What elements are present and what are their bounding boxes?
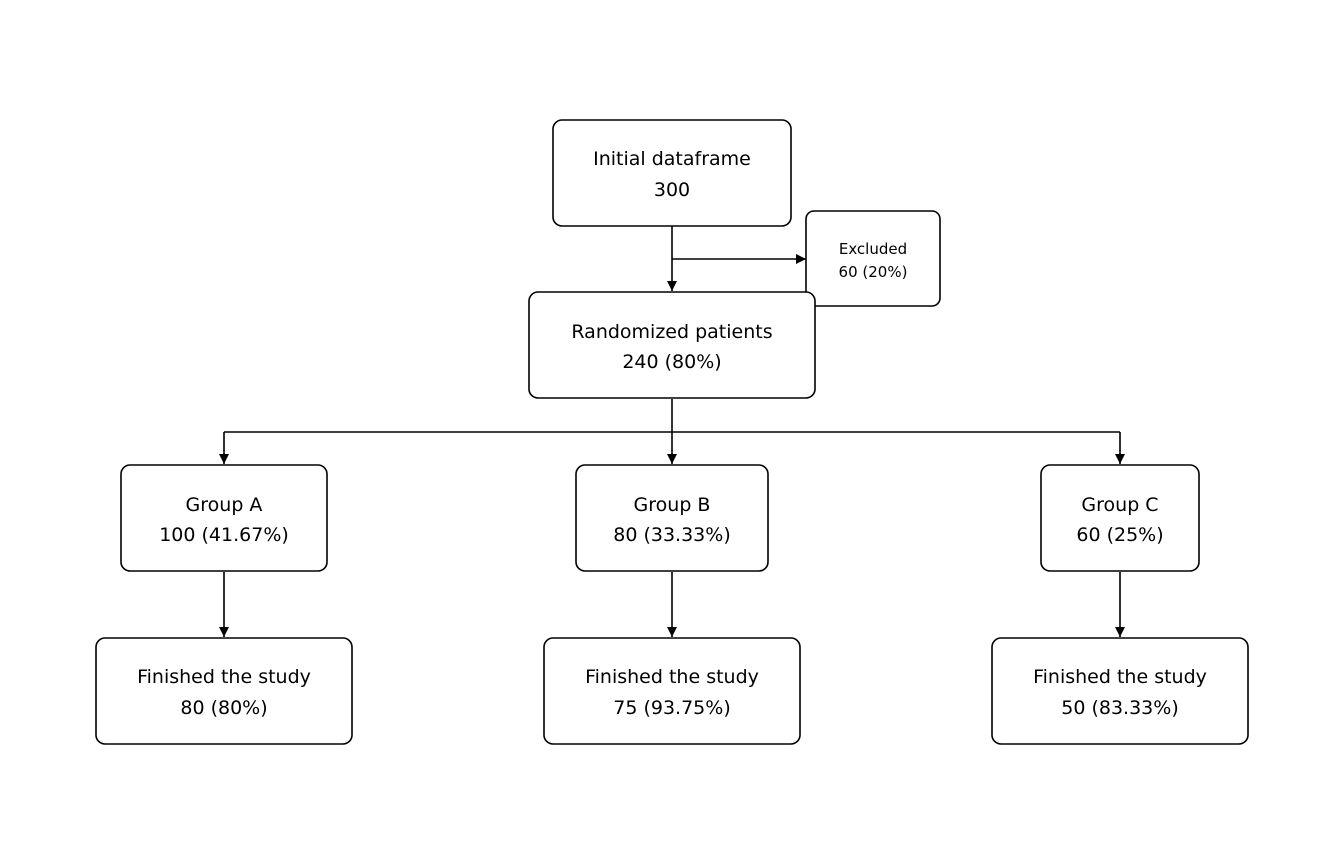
node-finished-b-value: 75 (93.75%)	[613, 697, 731, 719]
node-initial: Initial dataframe 300	[552, 119, 792, 227]
node-group-b-label: Group B	[634, 494, 711, 516]
node-group-c: Group C 60 (25%)	[1040, 464, 1200, 572]
node-excluded-value: 60 (20%)	[839, 263, 908, 281]
connectors	[219, 226, 1125, 637]
node-group-a-label: Group A	[186, 494, 263, 516]
node-finished-c-value: 50 (83.33%)	[1061, 697, 1179, 719]
node-finished-c-label: Finished the study	[1033, 666, 1207, 688]
node-randomized: Randomized patients 240 (80%)	[528, 291, 816, 399]
node-finished-a: Finished the study 80 (80%)	[95, 637, 353, 745]
node-finished-b-label: Finished the study	[585, 666, 759, 688]
node-initial-label: Initial dataframe	[593, 148, 751, 170]
node-finished-b: Finished the study 75 (93.75%)	[543, 637, 801, 745]
node-initial-value: 300	[654, 179, 690, 201]
node-finished-c: Finished the study 50 (83.33%)	[991, 637, 1249, 745]
node-group-b: Group B 80 (33.33%)	[575, 464, 769, 572]
node-excluded: Excluded 60 (20%)	[805, 210, 941, 307]
node-finished-a-value: 80 (80%)	[180, 697, 267, 719]
node-group-a-value: 100 (41.67%)	[159, 524, 289, 546]
node-group-c-label: Group C	[1081, 494, 1158, 516]
node-finished-a-label: Finished the study	[137, 666, 311, 688]
node-group-c-value: 60 (25%)	[1076, 524, 1163, 546]
node-group-b-value: 80 (33.33%)	[613, 524, 731, 546]
node-excluded-label: Excluded	[839, 240, 907, 258]
node-randomized-label: Randomized patients	[571, 321, 772, 343]
node-randomized-value: 240 (80%)	[622, 351, 721, 373]
node-group-a: Group A 100 (41.67%)	[120, 464, 328, 572]
